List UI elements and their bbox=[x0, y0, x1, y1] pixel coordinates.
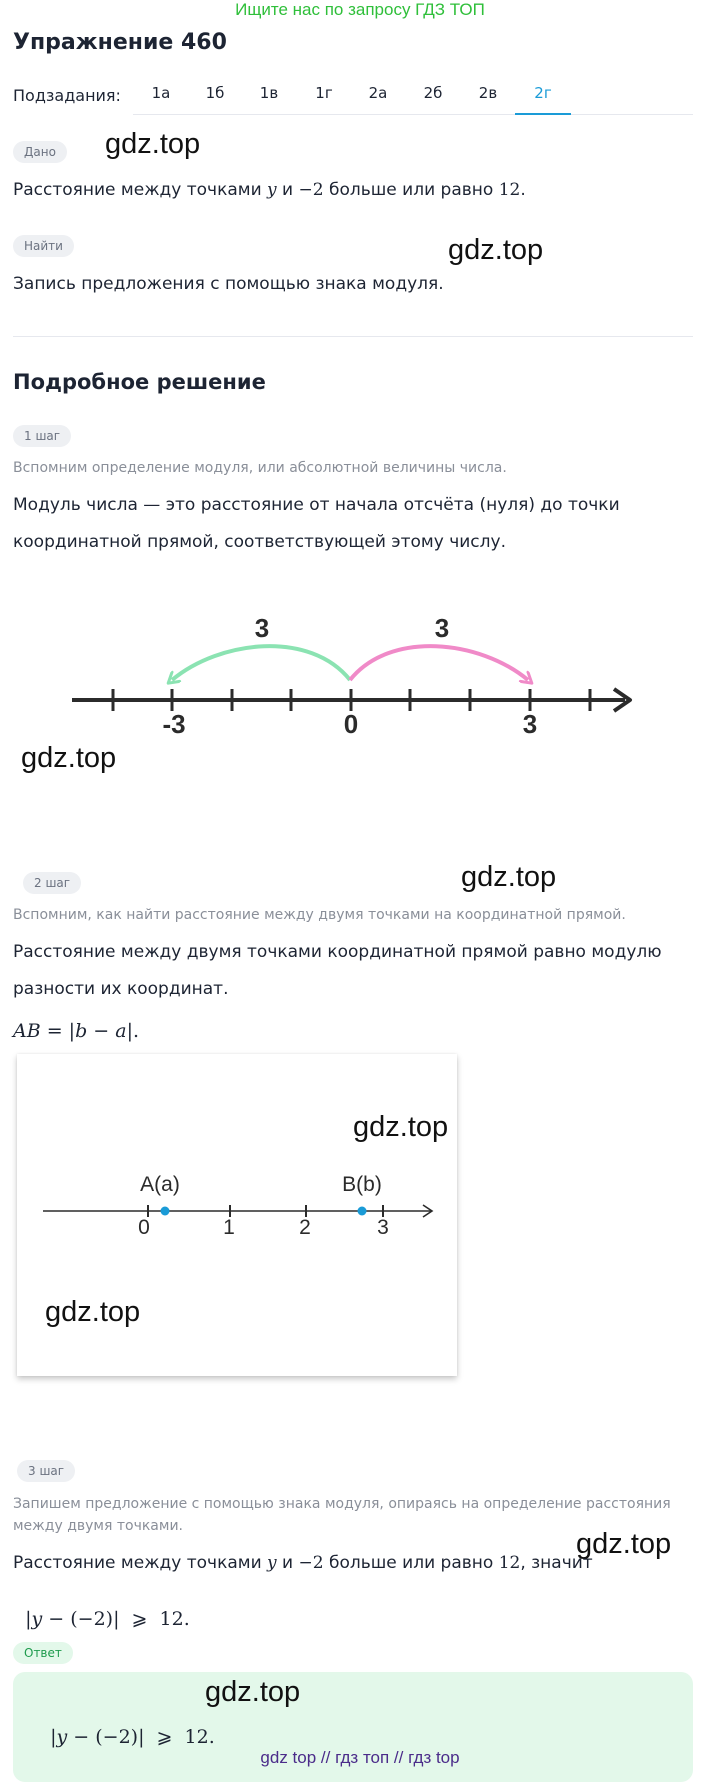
tab-1g[interactable]: 1г bbox=[315, 84, 333, 102]
step2-line1: Расстояние между двумя точками координат… bbox=[13, 942, 662, 962]
watermark: gdz.top bbox=[353, 1111, 449, 1143]
point-a bbox=[160, 1206, 170, 1216]
answer-box bbox=[13, 1672, 693, 1782]
number-line-arrowhead bbox=[422, 1204, 434, 1218]
footer-links[interactable]: gdz top // гдз топ // гдз top bbox=[260, 1748, 460, 1767]
number-line-arrowhead bbox=[612, 687, 632, 713]
step3-text: Расстояние между точками y и −2 больше и… bbox=[13, 1553, 593, 1573]
step2-hint: Вспомним, как найти расстояние между дву… bbox=[13, 907, 626, 923]
find-badge: Найти bbox=[13, 235, 74, 257]
tab-2a[interactable]: 2а bbox=[368, 84, 388, 102]
step3-badge: 3 шаг bbox=[17, 1460, 76, 1482]
step3-hint-line2: между двумя точками. bbox=[13, 1518, 183, 1534]
find-text: Запись предложения с помощью знака модул… bbox=[13, 274, 444, 294]
tab-1a[interactable]: 1а bbox=[151, 84, 171, 102]
arc-right-label: 3 bbox=[435, 613, 449, 643]
answer-badge: Ответ bbox=[13, 1642, 73, 1664]
watermark: gdz.top bbox=[448, 234, 544, 266]
exercise-title: Упражнение 460 bbox=[13, 30, 227, 55]
step1-hint: Вспомним определение модуля, или абсолют… bbox=[13, 460, 507, 476]
tick-label-0: 0 bbox=[344, 709, 358, 739]
watermark: gdz.top bbox=[576, 1528, 672, 1560]
distance-figure-card: gdz.top A(a) B(b) 0 1 2 3 gdz.top bbox=[17, 1054, 457, 1376]
active-tab-indicator bbox=[515, 113, 571, 115]
tick-label: 0 bbox=[138, 1216, 150, 1234]
step2-badge: 2 шаг bbox=[23, 872, 82, 894]
watermark: gdz.top bbox=[105, 128, 201, 160]
distance-formula: AB = |b − a|. bbox=[13, 1020, 140, 1042]
subtasks-label: Подзадания: bbox=[13, 86, 121, 105]
tab-1b[interactable]: 1б bbox=[205, 84, 225, 102]
arc-right bbox=[348, 644, 528, 680]
arc-left bbox=[172, 644, 352, 680]
point-a-label: A(a) bbox=[140, 1173, 180, 1196]
point-b bbox=[357, 1206, 367, 1216]
subtasks-tabs: 1а 1б 1в 1г 2а 2б 2в 2г bbox=[133, 76, 693, 115]
search-hint-banner: Ищите нас по запросу ГДЗ ТОП bbox=[235, 0, 485, 19]
section-divider bbox=[13, 336, 693, 337]
tab-1v[interactable]: 1в bbox=[259, 84, 279, 102]
solution-title: Подробное решение bbox=[13, 370, 266, 394]
step1-line2: координатной прямой, соответствующей это… bbox=[13, 532, 506, 552]
distance-number-line: A(a) B(b) 0 1 2 3 bbox=[43, 1173, 434, 1234]
tab-2v[interactable]: 2в bbox=[478, 84, 498, 102]
watermark: gdz.top bbox=[461, 861, 557, 893]
watermark: gdz.top bbox=[205, 1676, 301, 1708]
tab-2g[interactable]: 2г bbox=[534, 84, 552, 102]
given-badge: Дано bbox=[13, 141, 67, 163]
modulus-number-line-figure: 3 3 -3 0 3 bbox=[72, 613, 632, 739]
step3-expression: |y − (−2)| ⩾ 12. bbox=[25, 1608, 190, 1630]
tab-2b[interactable]: 2б bbox=[423, 84, 443, 102]
step2-line2: разности их координат. bbox=[13, 979, 229, 999]
step3-hint-line1: Запишем предложение с помощью знака моду… bbox=[13, 1496, 671, 1512]
answer-expression: |y − (−2)| ⩾ 12. bbox=[50, 1726, 215, 1748]
tick-label: 3 bbox=[377, 1216, 389, 1234]
watermark: gdz.top bbox=[45, 1296, 141, 1328]
step1-line1: Модуль числа — это расстояние от начала … bbox=[13, 495, 620, 515]
tick-label-3: 3 bbox=[523, 709, 537, 739]
watermark: gdz.top bbox=[21, 742, 117, 774]
given-text: Расстояние между точками y и −2 больше и… bbox=[13, 180, 526, 200]
step1-badge: 1 шаг bbox=[13, 425, 72, 447]
tick-label-neg3: -3 bbox=[162, 709, 185, 739]
arc-left-label: 3 bbox=[255, 613, 269, 643]
point-b-label: B(b) bbox=[342, 1173, 382, 1196]
tick-label: 1 bbox=[223, 1216, 235, 1234]
tick-label: 2 bbox=[299, 1216, 311, 1234]
